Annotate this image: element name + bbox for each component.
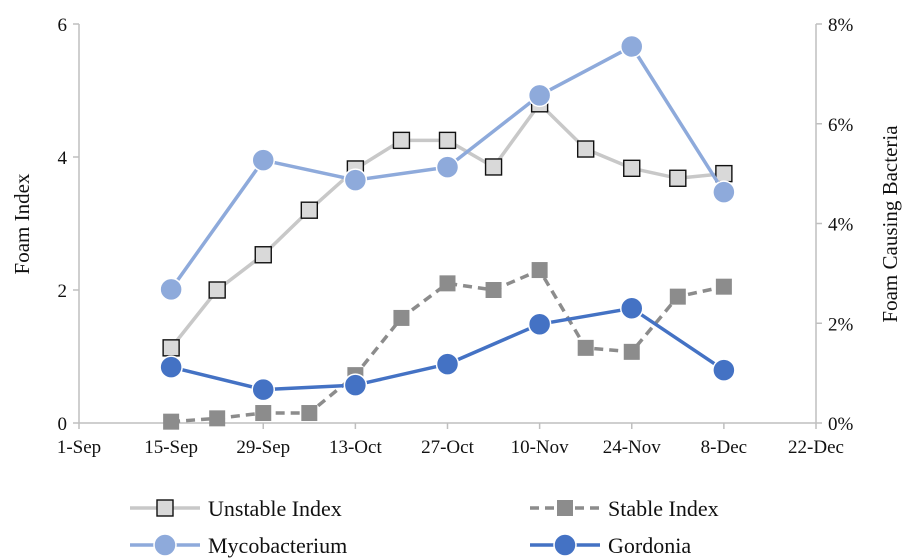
y-tick-label-left: 2 [58, 281, 68, 302]
series-layer [159, 34, 736, 430]
data-point-mycobacterium [435, 155, 460, 179]
y-tick-label-right: 2% [828, 314, 854, 335]
series-gordonia [159, 296, 736, 402]
data-point-unstable-index [438, 131, 457, 150]
x-tick-label: 29-Sep [236, 437, 290, 458]
data-point-mycobacterium [712, 180, 736, 204]
legend-marker [553, 533, 577, 557]
data-point-stable-index [439, 275, 456, 292]
data-point-unstable-index [392, 131, 411, 150]
data-point-mycobacterium [251, 148, 275, 172]
legend-item-gordonia: Gordonia [530, 533, 691, 558]
data-point-gordonia [343, 373, 368, 397]
data-point-stable-index [163, 413, 180, 430]
x-tick-label: 8-Dec [701, 437, 747, 458]
data-point-stable-index [393, 309, 410, 326]
data-point-unstable-index [669, 169, 687, 187]
axes: 1-Sep 15-Sep 29-Sep 13-Oct 27-Oct 10-Nov 24-No… [57, 15, 854, 458]
data-point-unstable-index [208, 281, 226, 299]
y-axis-right-title: Foam Causing Bacteria [878, 125, 902, 323]
data-point-gordonia [712, 358, 736, 382]
x-tick-label: 15-Sep [144, 437, 198, 458]
legend-item-unstable-index: Unstable Index [130, 496, 342, 521]
data-point-gordonia [251, 377, 275, 402]
legend-label: Unstable Index [208, 496, 342, 521]
data-point-unstable-index [484, 158, 503, 176]
x-tick-label: 10-Nov [511, 437, 570, 458]
data-point-mycobacterium [343, 168, 368, 192]
data-point-stable-index [209, 410, 226, 427]
x-tick-label: 1-Sep [57, 437, 101, 458]
x-tick-label: 22-Dec [788, 437, 844, 458]
x-tick-label: 27-Oct [421, 437, 474, 458]
legend: Unstable Index Stable Index Mycobacterium G… [130, 496, 719, 558]
legend-marker [557, 500, 573, 516]
y-tick-label-left: 0 [58, 414, 68, 435]
y-tick-label-right: 8% [828, 15, 854, 36]
data-point-mycobacterium [527, 83, 552, 108]
data-point-unstable-index [576, 140, 595, 158]
y-tick-label-left: 6 [58, 15, 68, 36]
legend-item-stable-index: Stable Index [530, 496, 719, 521]
data-point-unstable-index [254, 246, 272, 264]
x-tick-label: 13-Oct [329, 437, 382, 458]
legend-marker [156, 499, 174, 517]
data-point-unstable-index [300, 201, 319, 219]
series-stable-index [163, 262, 732, 430]
data-point-stable-index [255, 405, 272, 422]
y-tick-label-right: 0% [828, 414, 854, 435]
series-line-gordonia [170, 306, 725, 392]
data-point-stable-index [301, 405, 318, 422]
data-point-gordonia [527, 312, 552, 336]
series-mycobacterium [159, 34, 736, 302]
data-point-stable-index [715, 278, 732, 295]
data-point-gordonia [159, 355, 183, 379]
legend-label: Gordonia [608, 533, 691, 558]
y-tick-label-right: 4% [828, 215, 854, 236]
y-tick-label-right: 6% [828, 115, 854, 136]
data-point-unstable-index [623, 159, 641, 178]
x-tick-label: 24-Nov [603, 437, 662, 458]
legend-label: Stable Index [608, 496, 719, 521]
data-point-mycobacterium [159, 277, 183, 302]
data-point-gordonia [435, 352, 460, 376]
data-point-unstable-index [162, 339, 180, 357]
y-tick-label-left: 4 [58, 148, 68, 169]
legend-item-mycobacterium: Mycobacterium [130, 533, 347, 558]
data-point-stable-index [531, 262, 548, 279]
data-point-gordonia [620, 296, 644, 321]
legend-label: Mycobacterium [208, 533, 347, 558]
data-point-stable-index [669, 288, 686, 305]
data-point-mycobacterium [620, 34, 644, 59]
data-point-unstable-index [715, 164, 733, 183]
y-axis-left-title: Foam Index [10, 173, 34, 274]
data-point-stable-index [485, 282, 502, 298]
data-point-stable-index [577, 339, 594, 356]
data-point-stable-index [623, 343, 640, 360]
series-line-stable-index [170, 268, 725, 424]
legend-marker [153, 533, 177, 557]
